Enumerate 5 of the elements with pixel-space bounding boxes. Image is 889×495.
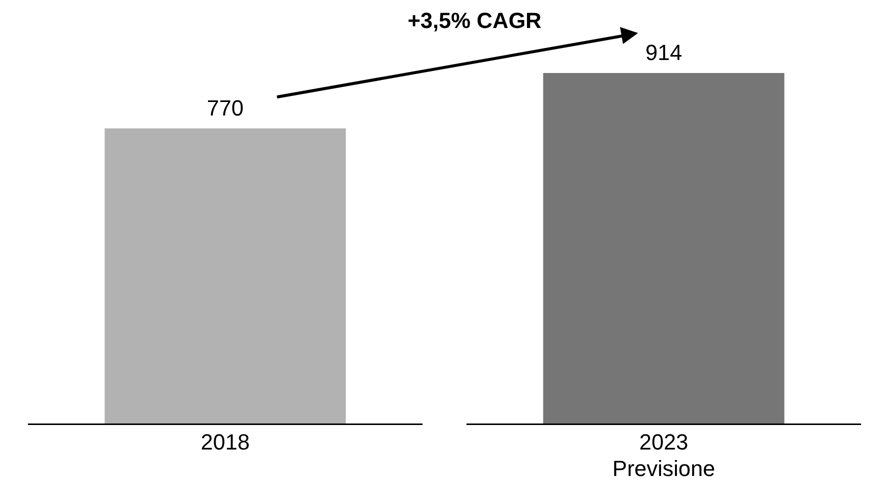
x-tick-label: 2018: [200, 429, 250, 454]
text: +3,5% CAGR: [408, 8, 542, 34]
x-tick-label: 2023 Previsione: [612, 429, 716, 481]
data-label: 770: [206, 95, 244, 120]
data-label: 914: [645, 40, 682, 66]
